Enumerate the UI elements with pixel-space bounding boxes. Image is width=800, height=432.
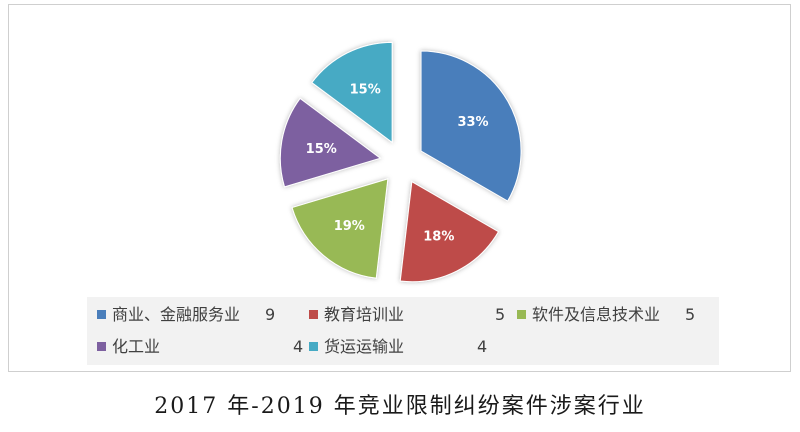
legend-label-education: 教育培训业 [324, 305, 405, 324]
slice-label-freight: 15% [350, 83, 381, 98]
slice-label-software-it: 19% [334, 219, 365, 234]
legend-label-chemical: 化工业 [112, 337, 161, 356]
legend-count-education: 5 [495, 305, 506, 324]
pie-chart: 33% 18% 19% 15% 15% [279, 41, 522, 283]
slice-label-commerce-finance: 33% [457, 115, 488, 130]
legend-label-commerce-finance: 商业、金融服务业 [112, 305, 241, 324]
legend-label-software-it: 软件及信息技术业 [532, 305, 661, 324]
legend: 商业、金融服务业 9 教育培训业 5 软件及信息技术业 5 化工业 4 货运运输… [87, 297, 719, 365]
pie-slice-education [399, 180, 500, 283]
chart-caption: 2017 年-2019 年竞业限制纠纷案件涉案行业 [154, 394, 646, 419]
legend-swatch-chemical [97, 342, 106, 351]
pie-slice-software-it [291, 178, 389, 279]
legend-count-chemical: 4 [293, 337, 304, 356]
pie-slice-commerce-finance [420, 50, 522, 202]
pie-slice-freight [311, 41, 393, 144]
slice-label-education: 18% [423, 229, 454, 244]
pie-slice-chemical [279, 97, 382, 188]
legend-swatch-freight [309, 342, 318, 351]
legend-swatch-education [309, 310, 318, 319]
chart-frame: 33% 18% 19% 15% 15% 商业、金融服务业 9 教育培训业 5 软件及信息… [8, 4, 791, 372]
legend-count-commerce-finance: 9 [265, 305, 276, 324]
legend-swatch-software-it [517, 310, 526, 319]
legend-swatch-commerce-finance [97, 310, 106, 319]
legend-count-freight: 4 [477, 337, 488, 356]
slice-label-chemical: 15% [306, 142, 337, 157]
legend-label-freight: 货运运输业 [324, 337, 405, 356]
legend-count-software-it: 5 [685, 305, 696, 324]
